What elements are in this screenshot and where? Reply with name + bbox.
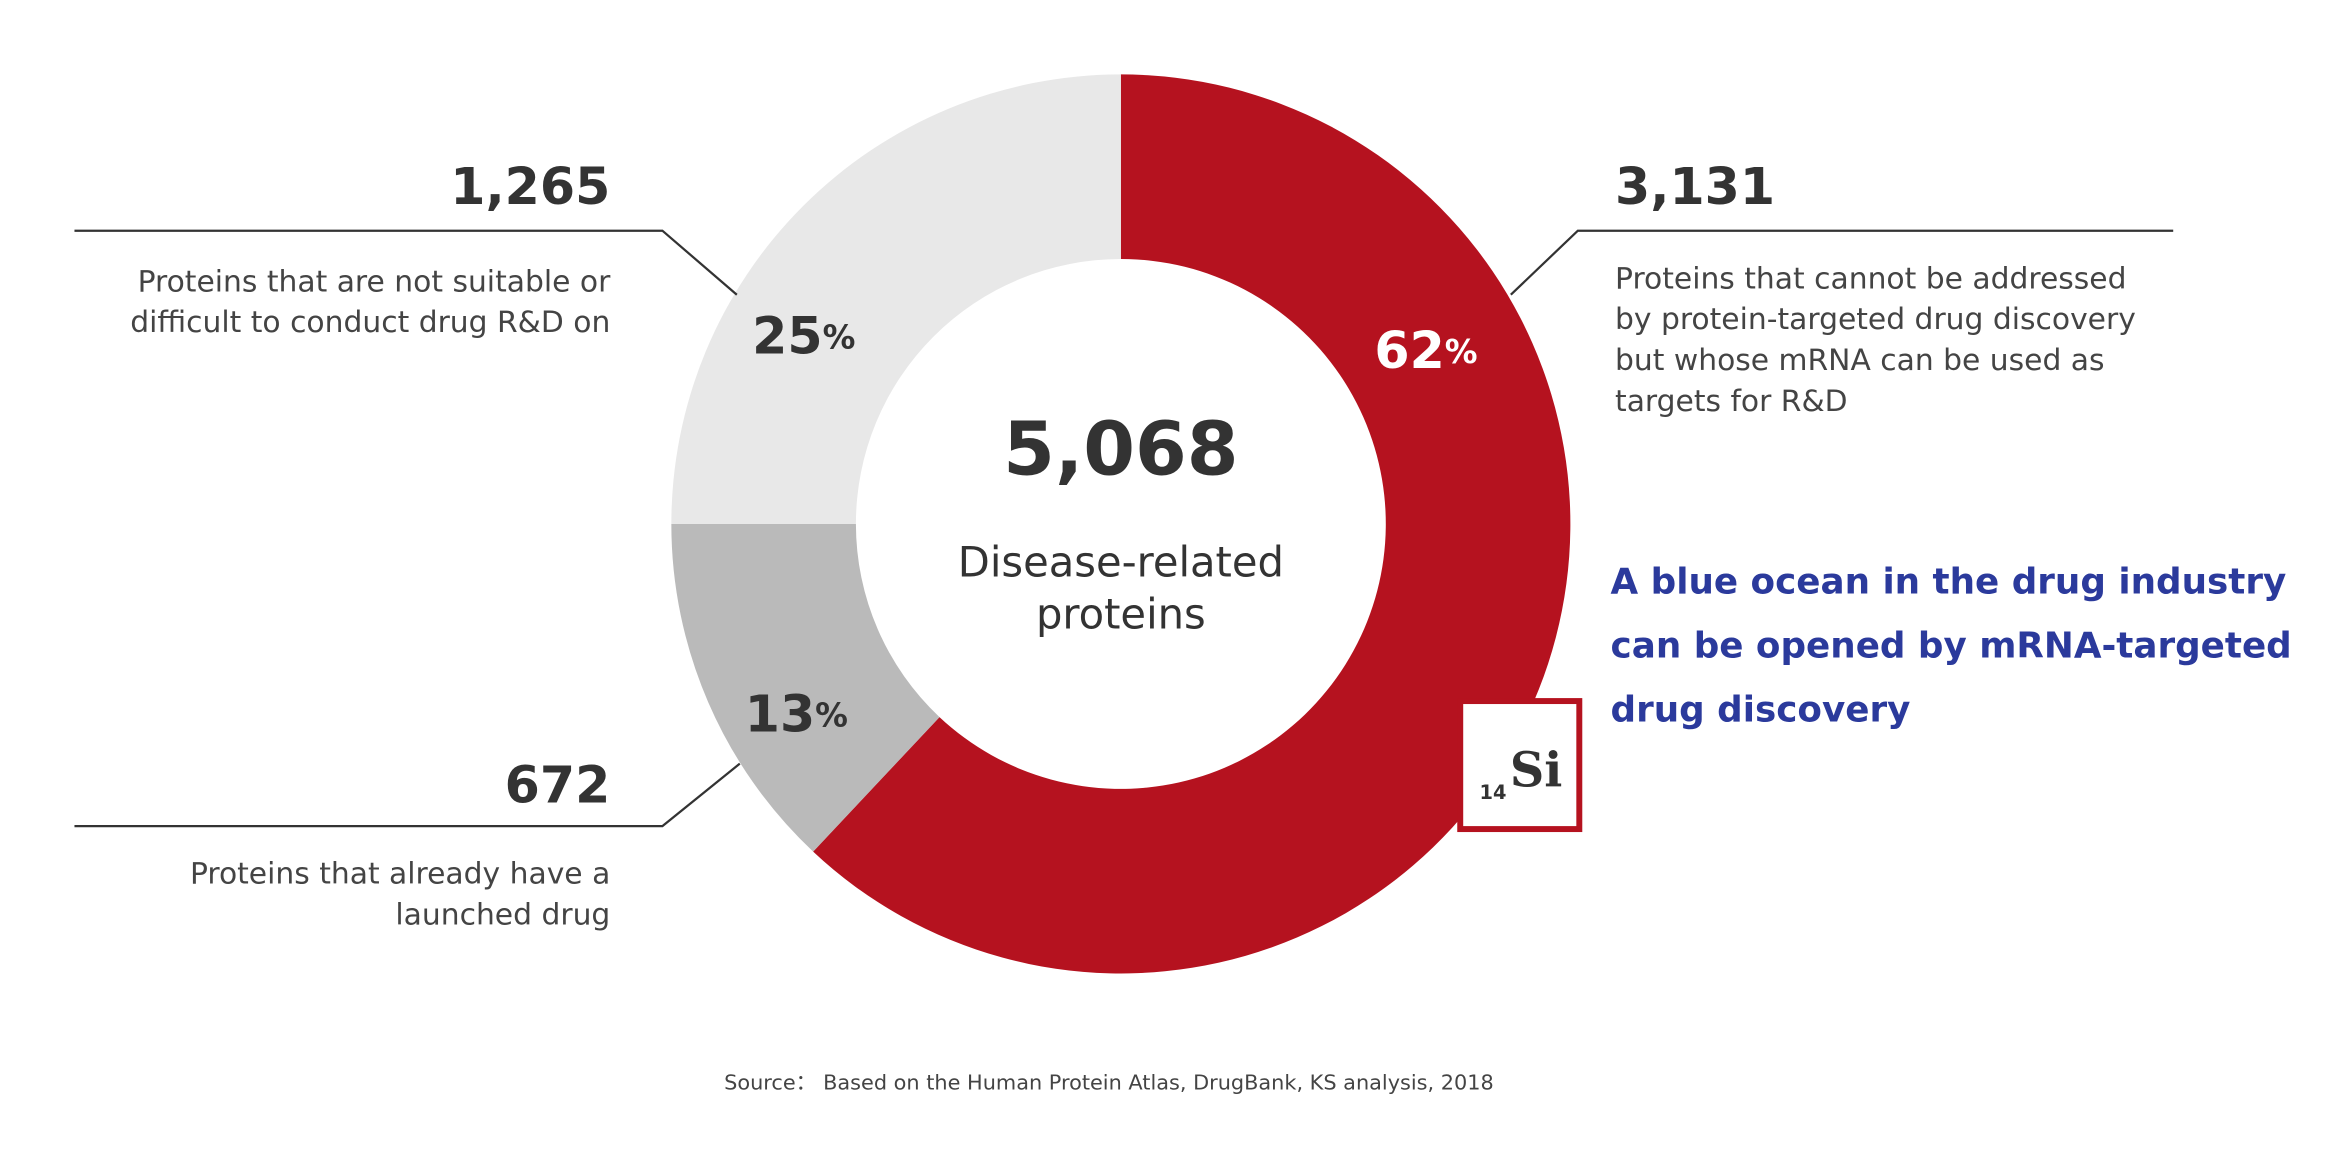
center-value: 5,068 (1003, 405, 1238, 492)
description: targets for R&D (1615, 384, 1848, 419)
description: by protein-targeted drug discovery (1615, 302, 2136, 337)
slice (813, 74, 1571, 974)
leader-line (74, 762, 741, 828)
source: Source： Based on the Human Protein Atlas… (724, 1071, 1494, 1095)
description: launched drug (395, 898, 610, 933)
description: Proteins that cannot be addressed (1615, 261, 2126, 296)
value-label: 25% (752, 306, 855, 365)
leader-line (1510, 229, 2174, 296)
donut (671, 74, 1571, 974)
center-text: proteins (1036, 590, 1206, 639)
count-label: 672 (505, 755, 611, 814)
value-label: 62% (1374, 321, 1477, 380)
count-label: 3,131 (1615, 157, 1775, 216)
badge-number: 14 (1480, 781, 1507, 804)
highlight-text: can be opened by mRNA-targeted (1611, 625, 2292, 666)
badge-symbol: Si (1510, 743, 1563, 799)
slice (671, 523, 940, 852)
count-label: 1,265 (450, 157, 610, 216)
description: difficult to conduct drug R&D on (130, 305, 610, 340)
center-text: Disease-related (958, 538, 1284, 587)
highlight-text: drug discovery (1611, 689, 1911, 730)
badge (1457, 698, 1583, 833)
value-label: 13% (745, 684, 848, 743)
description: but whose mRNA can be used as (1615, 343, 2105, 378)
leader-line (74, 229, 738, 296)
description: Proteins that already have a (190, 857, 610, 892)
slice (671, 74, 1121, 524)
highlight-text: A blue ocean in the drug industry (1611, 561, 2287, 602)
description: Proteins that are not suitable or (138, 264, 611, 299)
